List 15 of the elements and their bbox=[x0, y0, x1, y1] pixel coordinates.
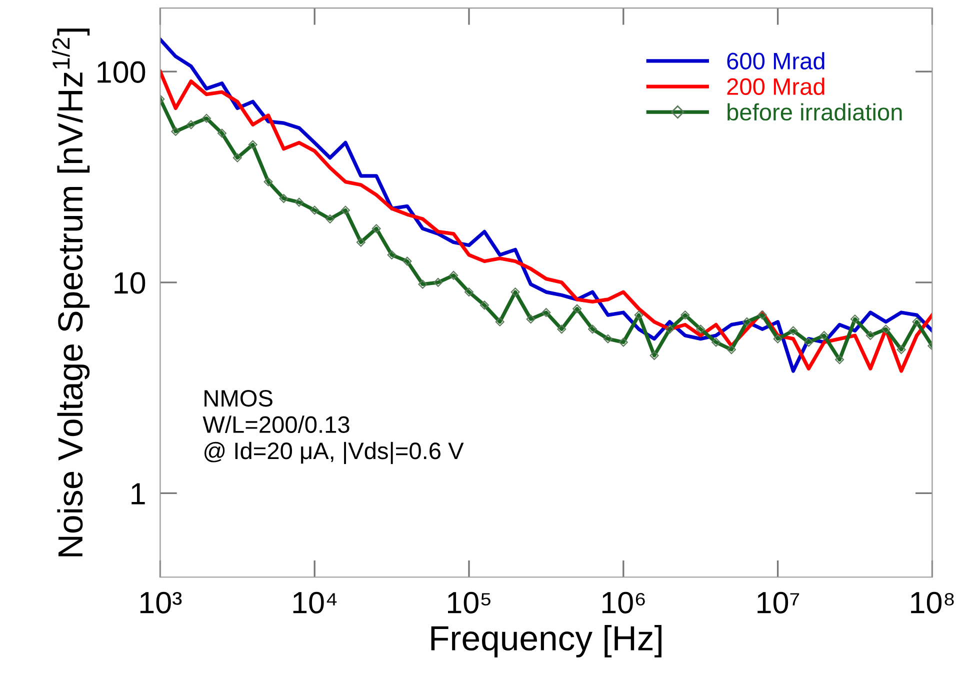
x-tick-label: 10⁸ bbox=[911, 592, 954, 614]
x-tick-label: 10³ bbox=[140, 592, 182, 614]
x-tick-label: 10⁴ bbox=[293, 592, 337, 614]
legend-label: 600 Mrad bbox=[727, 52, 824, 70]
y-tick-label: 1 bbox=[132, 483, 145, 504]
x-tick-label: 10⁵ bbox=[448, 592, 490, 614]
legend-label: before irradiation bbox=[728, 103, 902, 121]
x-tick-label: 10⁷ bbox=[758, 592, 800, 614]
y-axis-title: Noise Voltage Spectrum [nV/Hz$^{1/2}$] bbox=[52, 28, 90, 556]
annotation: NMOS W/L=200/0.13 @ Id=20 μA, |Vds|=0.6 V bbox=[202, 390, 464, 464]
y-tick-label: 100 bbox=[98, 61, 146, 83]
x-axis-title: Frequency [Hz] bbox=[431, 625, 662, 658]
y-tick-label: 10 bbox=[114, 272, 146, 294]
legend-label: 200 Mrad bbox=[727, 78, 824, 96]
x-tick-label: 10⁶ bbox=[602, 592, 645, 614]
